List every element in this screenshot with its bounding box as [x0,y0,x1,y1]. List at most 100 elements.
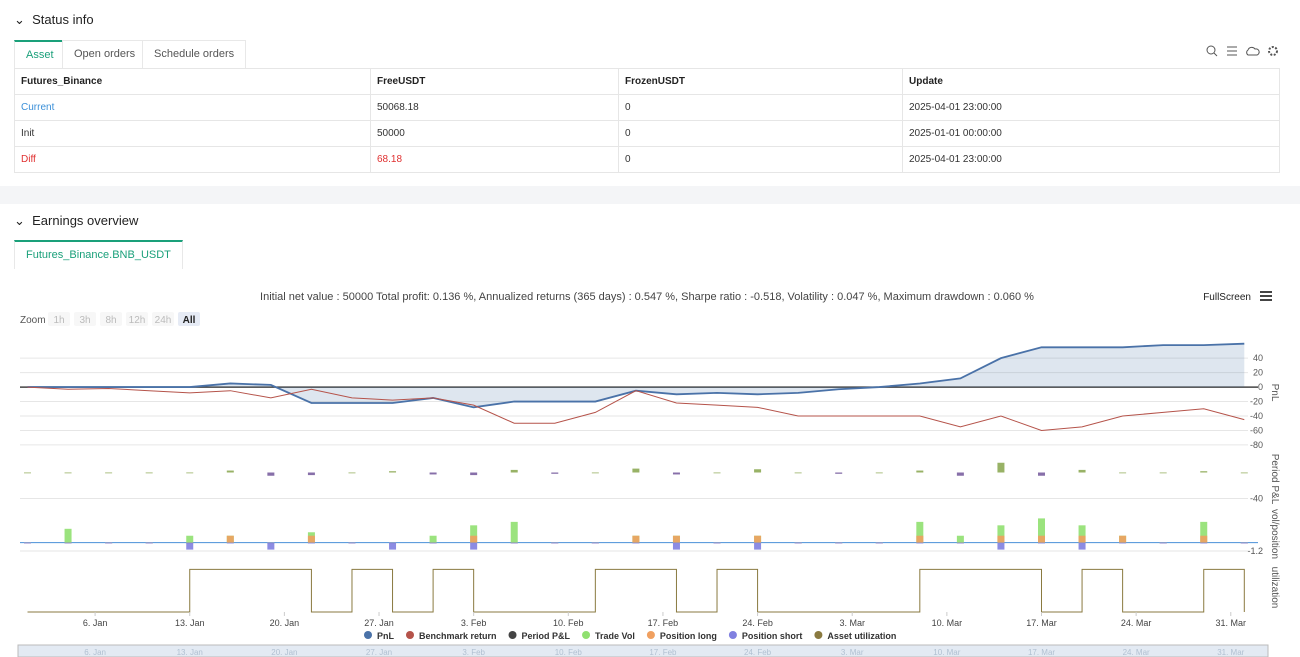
bar [997,542,1005,550]
navigator[interactable] [17,644,1269,657]
area-fill [27,343,1245,408]
legend-marker[interactable] [406,631,414,639]
bar [875,472,883,474]
legend-marker[interactable] [508,631,517,639]
zoom-button[interactable] [178,312,200,326]
legend-label[interactable]: Trade Vol [595,631,635,641]
bar [226,542,234,544]
status-header[interactable]: ⌄ Status info [14,12,94,27]
zoom-button[interactable] [152,312,174,326]
cell: 2025-04-01 23:00:00 [902,146,1280,173]
bar [997,535,1005,543]
step-series [27,568,1245,613]
zoom-button-label[interactable]: All [183,315,196,326]
bar [916,535,924,543]
legend-marker[interactable] [582,631,591,639]
summary: Initial net value : 50000 Total profit: … [260,291,1034,303]
zoom-button[interactable] [48,312,70,326]
zoom-button-label[interactable]: 3h [79,315,90,326]
zoom-button[interactable] [100,312,122,326]
zoom-button-label[interactable]: 8h [105,315,116,326]
bar [1038,472,1045,476]
bar [470,525,478,543]
bar [713,542,721,544]
toolbar-icons[interactable] [1205,44,1280,60]
bar [551,472,559,474]
legend-marker[interactable] [814,631,823,639]
zoom-button-label[interactable]: 24h [155,315,172,326]
bar [632,535,640,543]
y-tick-label: 40 [1253,353,1263,363]
bar [307,472,315,476]
bar [145,542,153,544]
tab[interactable]: Futures_Binance.BNB_USDT [14,240,183,269]
cell: 50000 [370,120,619,147]
tab[interactable]: Open orders [62,40,148,68]
bar [105,472,113,474]
table-row: Init 50000 0 2025-01-01 00:00:00 [14,120,1280,147]
cell: 0 [618,94,903,121]
bar [1240,472,1248,474]
tab[interactable]: Asset [14,40,66,69]
status-table: Futures_Binance FreeUSDT FrozenUSDT Upda… [14,68,1280,173]
bar [551,542,559,544]
x-tick-label: 13. Jan [175,618,205,628]
zoom-label: Zoom [20,315,46,326]
zoom-button[interactable] [126,312,148,326]
x-tick-label: 20. Jan [270,618,300,628]
tab[interactable]: Schedule orders [142,40,247,68]
bar [307,542,315,544]
bar [875,542,883,544]
bar [632,542,640,544]
x-tick-label: 24. Mar [1121,618,1152,628]
bar [389,471,397,473]
legend-label[interactable]: PnL [377,631,395,641]
bar [754,535,762,543]
bar [794,542,802,544]
legend-label[interactable]: Period P&L [522,631,571,641]
zoom-button-label[interactable]: 12h [129,315,146,326]
cell: 2025-04-01 23:00:00 [902,94,1280,121]
bar [1240,542,1248,544]
y-tick-label: -40 [1250,411,1263,421]
bar [916,542,924,544]
bar [348,542,356,544]
bar [389,542,397,550]
legend-marker[interactable] [728,631,737,639]
bar [997,525,1005,543]
legend-label[interactable]: Asset utilization [827,631,896,641]
bar [429,472,437,475]
bar [24,472,31,474]
y-tick-label: -1.2 [1247,546,1263,556]
zoom-button-label[interactable]: 1h [53,315,64,326]
bar [510,521,518,543]
legend-label[interactable]: Benchmark return [419,631,497,641]
legend-label[interactable]: Position long [660,631,717,641]
bar [1038,535,1045,543]
earnings-header[interactable]: ⌄ Earnings overview [14,213,139,228]
bar [956,472,964,476]
y-axis-label: utilization [1269,567,1280,609]
x-tick-label: 10. Feb [553,618,584,628]
bar [672,535,680,543]
bar [1159,542,1167,544]
zoom-button[interactable] [74,312,96,326]
legend-marker[interactable] [364,631,372,639]
legend-label[interactable]: Position short [742,631,803,641]
bar [429,542,437,544]
earnings-title: Earnings overview [32,213,139,228]
cell: 50068.18 [370,94,619,121]
bar [24,542,31,544]
cell: 0 [618,120,903,147]
bar [307,535,315,543]
bar [956,542,964,544]
bar [429,535,437,543]
y-axis-label: PnL [1269,384,1280,402]
y-axis-label: Period P&L [1269,454,1280,505]
fullscreen[interactable]: FullScreen [1203,292,1251,303]
cell: 0 [618,146,903,173]
legend-marker[interactable] [646,631,655,639]
chart: Initial net value : 50000 Total profit: … [17,291,1280,657]
bar [470,472,478,476]
x-tick-label: 31. Mar [1216,618,1247,628]
